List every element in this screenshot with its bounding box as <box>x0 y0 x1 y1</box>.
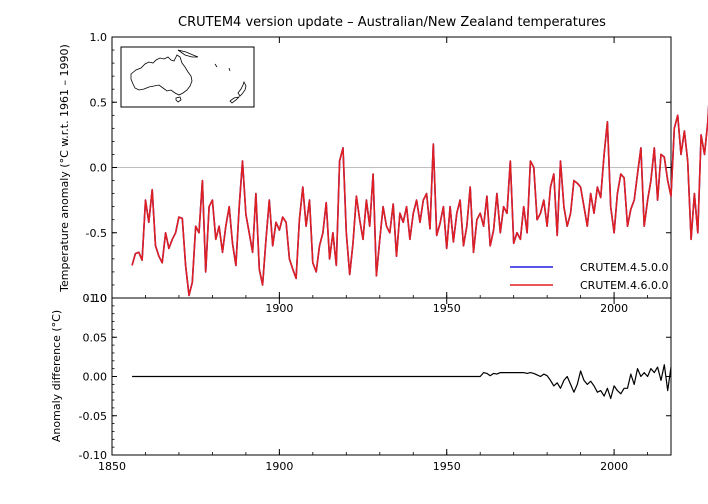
difference-xtick-label: 1850 <box>98 460 126 473</box>
inset-map <box>120 46 255 108</box>
legend: CRUTEM.4.5.0.0 CRUTEM.4.6.0.0 <box>510 261 669 292</box>
temperature-xtick-label: 1950 <box>433 302 461 315</box>
difference-ytick-label: -0.05 <box>79 410 107 423</box>
new-guinea-outline-icon <box>177 49 199 58</box>
temperature-series-line-1 <box>131 104 708 297</box>
temperature-ytick-label: -0.5 <box>86 227 107 240</box>
temperature-ytick-label: 0.5 <box>90 96 108 109</box>
temperature-xtick-label: 2000 <box>600 302 628 315</box>
tasmania-outline-icon <box>175 96 182 103</box>
difference-panel: -0.10-0.050.000.050.10 1850 1900 1950 2000 … <box>50 292 672 473</box>
temperature-ytick-label: 0.0 <box>90 162 108 175</box>
difference-ytick-label: 0.05 <box>83 331 108 344</box>
difference-ytick-label: 0.10 <box>83 292 108 305</box>
difference-xtick-label: 1950 <box>433 460 461 473</box>
difference-series-line-0 <box>132 364 672 400</box>
pacific-islands-icon <box>214 63 231 72</box>
difference-ytick-label: 0.00 <box>83 371 108 384</box>
new-zealand-outline-icon <box>229 80 247 104</box>
temperature-xtick-label: 1900 <box>265 302 293 315</box>
temperature-axis-label: Temperature anomaly (°C w.r.t. 1961 – 19… <box>58 44 71 293</box>
difference-xtick-label: 1900 <box>265 460 293 473</box>
difference-axis-label: Anomaly difference (°C) <box>50 310 63 442</box>
difference-xtick-label: 2000 <box>600 460 628 473</box>
legend-label-crutem-4-6: CRUTEM.4.6.0.0 <box>580 279 669 292</box>
chart-title: CRUTEM4 version update – Australian/New … <box>178 15 606 30</box>
temperature-panel: -1.0 -0.5 0.0 0.5 1.0 1900 1950 2000 Temperatu… <box>58 31 708 315</box>
difference-ytick-label: -0.10 <box>79 449 107 462</box>
australia-outline-icon <box>130 54 193 96</box>
temperature-ytick-label: 1.0 <box>90 31 108 44</box>
legend-label-crutem-4-5: CRUTEM.4.5.0.0 <box>580 261 669 274</box>
inset-map-frame <box>120 46 255 108</box>
temperature-ytick-label: -1.0 <box>86 292 107 305</box>
